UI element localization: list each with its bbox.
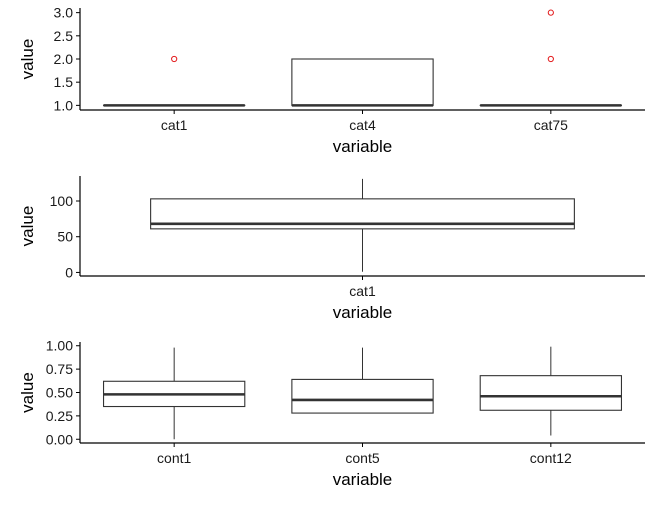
y-tick-label: 2.5 [54,28,74,44]
y-axis-title: value [18,372,37,413]
y-tick-label: 1.5 [54,74,74,90]
x-tick-label: cont12 [530,450,572,466]
x-tick-label: cat1 [161,117,188,133]
box-cat4 [291,58,434,106]
y-tick-label: 3.0 [54,5,74,21]
box-cont12 [479,375,623,411]
y-tick-label: 2.0 [54,51,74,67]
y-tick-label: 50 [57,229,73,245]
box-cont5 [291,378,434,414]
box-cat1 [150,198,575,230]
y-tick-label: 0.50 [46,385,73,401]
y-axis-title: value [18,206,37,247]
outlier-point-cat1 [171,55,178,63]
y-tick-label: 0.75 [46,361,73,377]
x-axis-title: variable [333,137,393,156]
y-tick-label: 0.25 [46,408,73,424]
y-tick-label: 0 [65,264,73,280]
outlier-point-cat75 [547,55,554,63]
y-tick-label: 1.00 [46,338,73,354]
y-tick-label: 100 [50,193,74,209]
x-tick-label: cont1 [157,450,191,466]
x-tick-label: cat1 [349,283,376,299]
x-axis-title: variable [333,303,393,322]
x-tick-label: cat4 [349,117,376,133]
y-tick-label: 1.0 [54,97,74,113]
y-tick-label: 0.00 [46,431,73,447]
x-tick-label: cat75 [534,117,568,133]
y-axis-title: value [18,39,37,80]
outlier-point-cat75 [547,9,554,16]
x-tick-label: cont5 [345,450,379,466]
x-axis-title: variable [333,470,393,489]
